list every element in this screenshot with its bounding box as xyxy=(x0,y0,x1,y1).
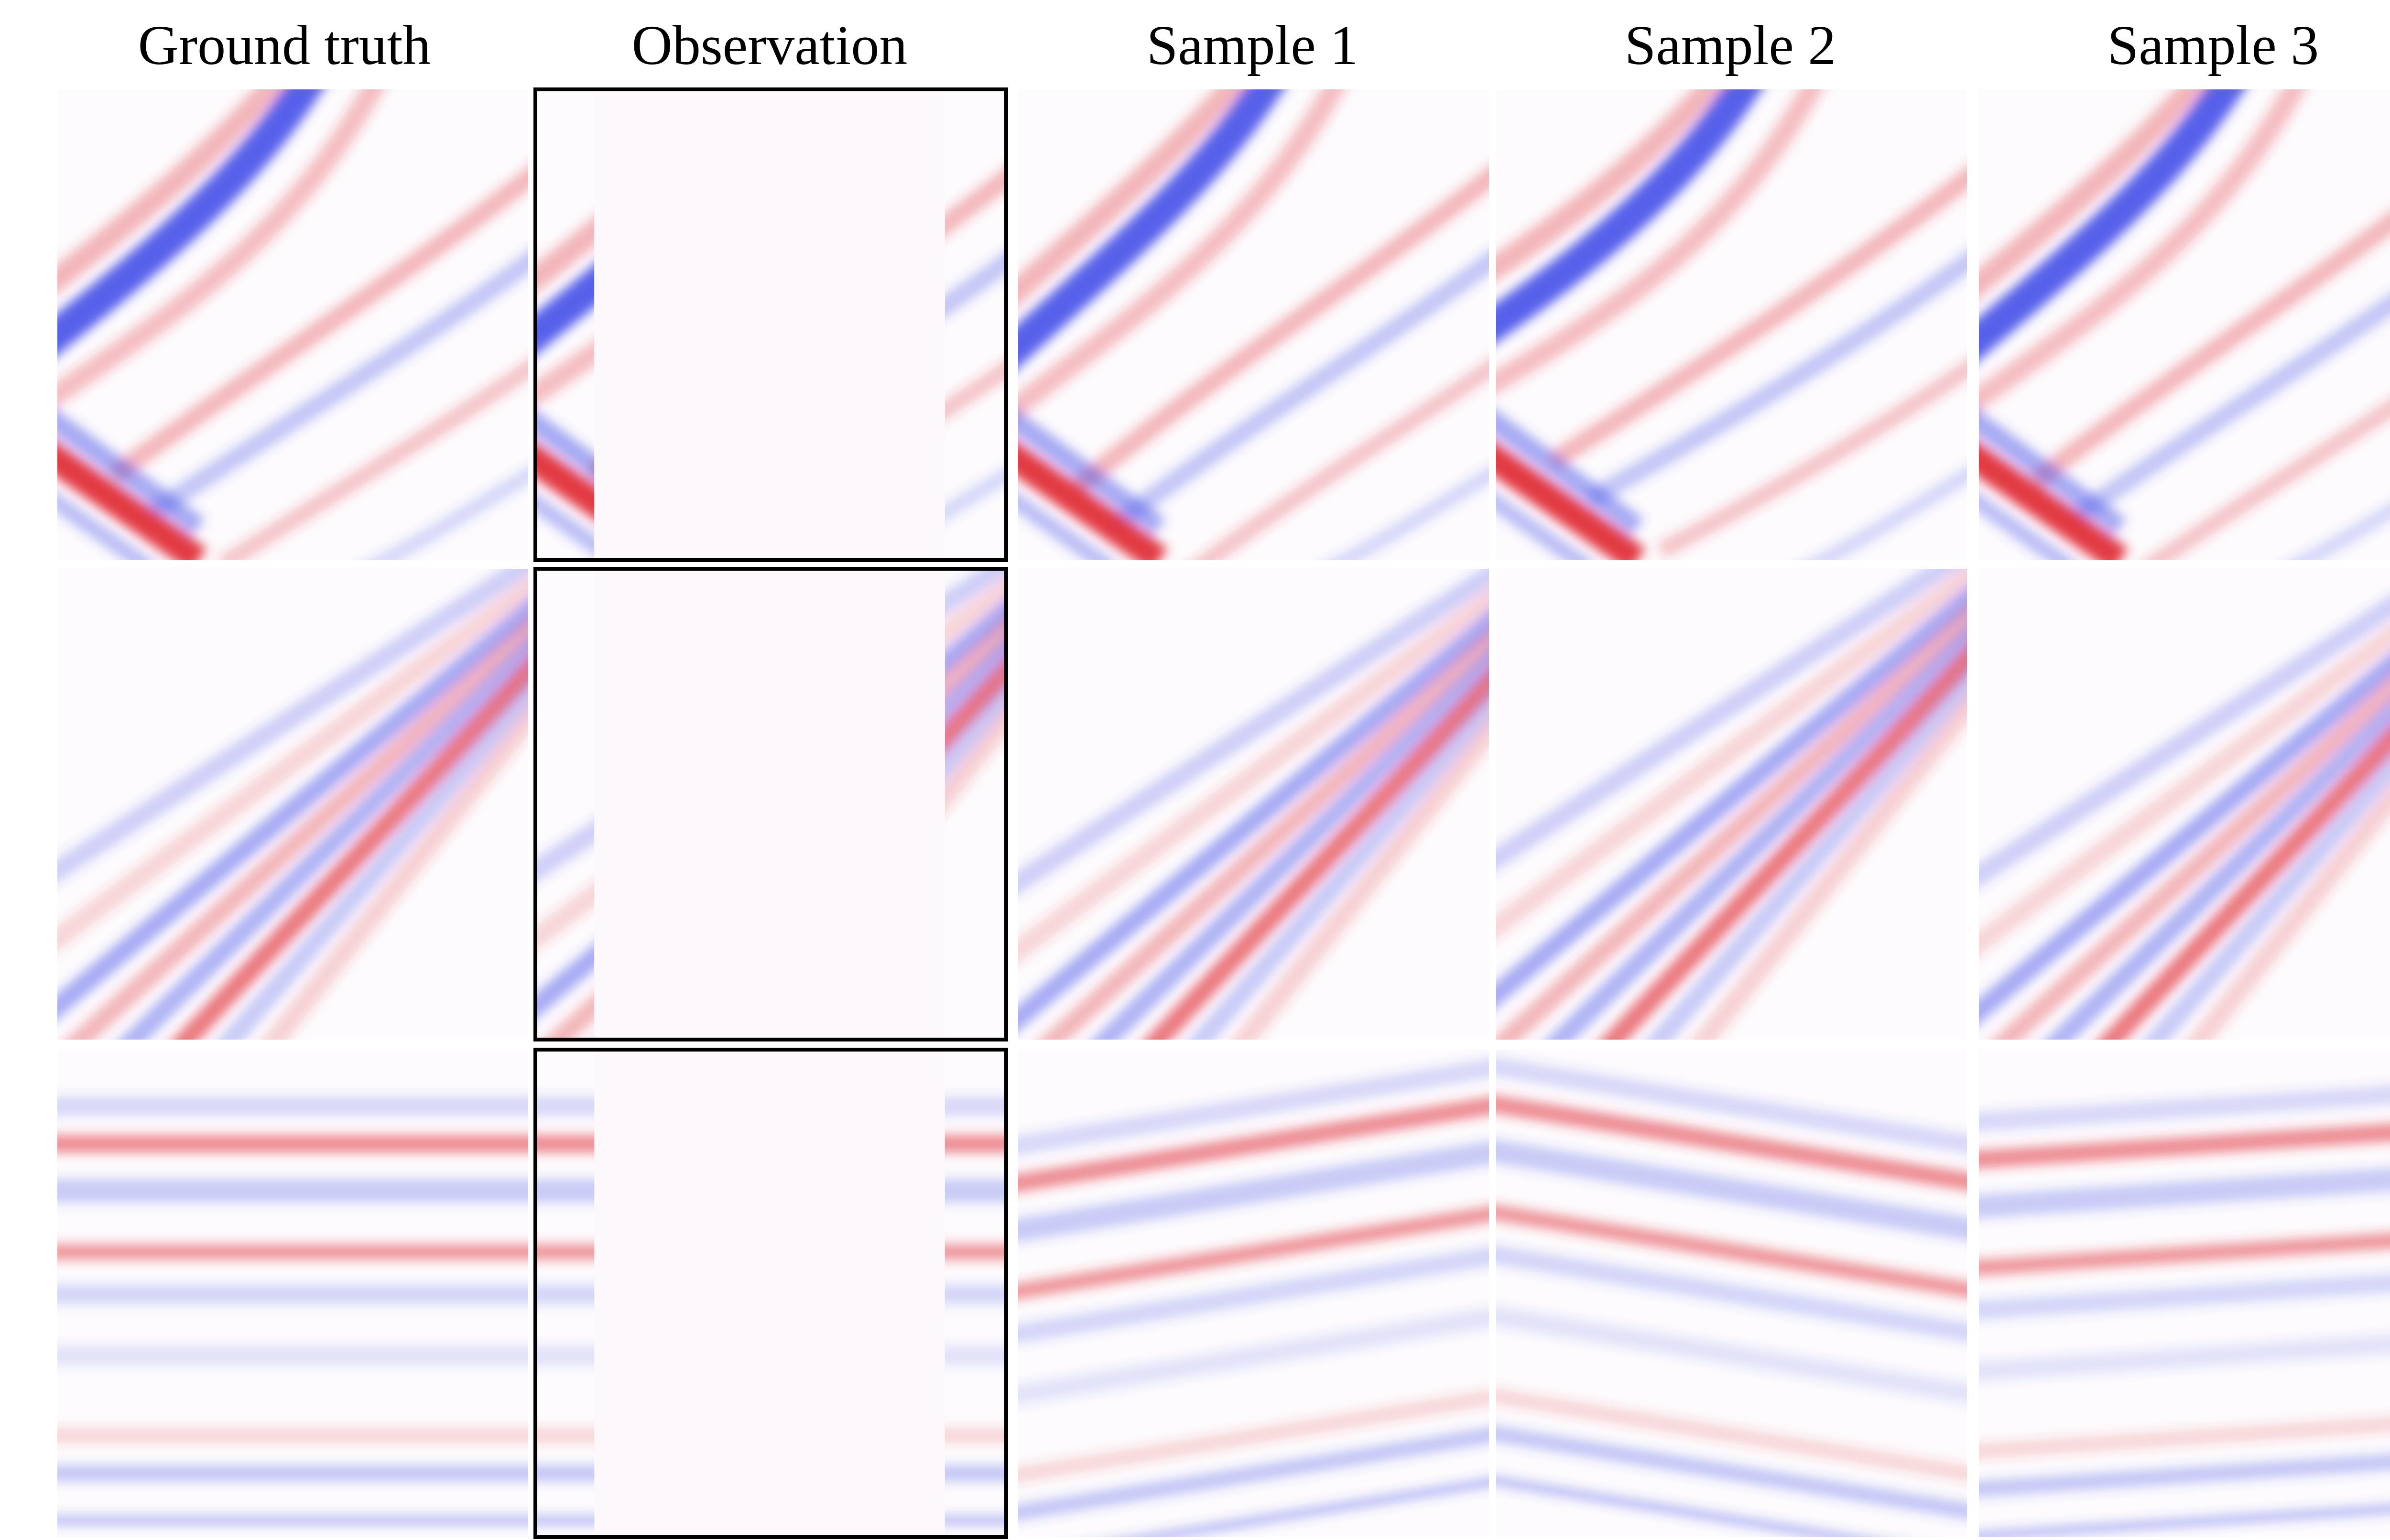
panel-row3-sample3 xyxy=(1979,1050,2390,1537)
header-sample-2: Sample 2 xyxy=(1624,14,1836,76)
masked-region xyxy=(594,1050,945,1537)
panel-row1-sample1 xyxy=(1018,89,1489,560)
panel-row3-sample1 xyxy=(1018,1050,1489,1537)
header-ground-truth: Ground truth xyxy=(138,14,431,76)
panel-row2-observation xyxy=(535,569,1006,1040)
panel-row2-sample3 xyxy=(1979,569,2390,1040)
panel-row3-observation xyxy=(535,1050,1006,1537)
header-observation: Observation xyxy=(631,14,908,76)
panel-row2-sample1 xyxy=(1018,569,1489,1040)
panel-row2-sample2 xyxy=(1496,569,1967,1040)
panel-row3-ground_truth xyxy=(57,1050,528,1537)
header-sample-3: Sample 3 xyxy=(2107,14,2319,76)
panel-row1-sample3 xyxy=(1979,89,2390,560)
masked-region xyxy=(594,89,945,560)
panel-row1-ground_truth xyxy=(57,89,528,560)
panel-row1-sample2 xyxy=(1496,89,1967,560)
panel-row2-ground_truth xyxy=(57,569,528,1040)
panel-row3-sample2 xyxy=(1496,1050,1967,1537)
masked-region xyxy=(594,569,945,1040)
panel-row1-observation xyxy=(535,89,1006,560)
header-sample-1: Sample 1 xyxy=(1146,14,1358,76)
